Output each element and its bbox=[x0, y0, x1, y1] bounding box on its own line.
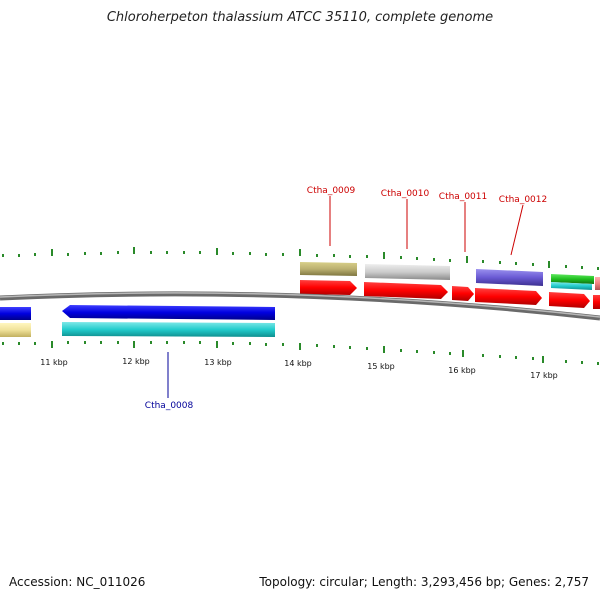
gene-grey[interactable] bbox=[365, 264, 450, 280]
gene-pink[interactable] bbox=[595, 277, 600, 290]
gene-blue-reverse[interactable] bbox=[62, 305, 275, 320]
kbp-label-17: 17 kbp bbox=[530, 371, 558, 380]
gene-label-ctha-0010[interactable]: Ctha_0010 bbox=[381, 189, 430, 199]
kbp-label-11: 11 kbp bbox=[40, 358, 68, 367]
kbp-label-12: 12 kbp bbox=[122, 357, 150, 366]
kbp-label-14: 14 kbp bbox=[284, 359, 312, 368]
genome-summary-text: Topology: circular; Length: 3,293,456 bp… bbox=[259, 575, 589, 589]
gene-blue-left[interactable] bbox=[0, 307, 31, 320]
gene-yellow[interactable] bbox=[0, 323, 31, 337]
gene-ctha-0008[interactable] bbox=[62, 322, 275, 337]
gene-ctha-0010[interactable] bbox=[364, 282, 448, 299]
gene-khaki[interactable] bbox=[300, 262, 357, 276]
gene-label-ctha-0009[interactable]: Ctha_0009 bbox=[307, 186, 356, 196]
kbp-label-13: 13 kbp bbox=[204, 358, 232, 367]
gene-label-ctha-0011[interactable]: Ctha_0011 bbox=[439, 192, 487, 202]
upper-tick-row bbox=[2, 247, 599, 270]
accession-text: Accession: NC_011026 bbox=[9, 575, 146, 589]
gene-label-ctha-0008[interactable]: Ctha_0008 bbox=[145, 401, 194, 411]
kbp-label-16: 16 kbp bbox=[448, 366, 476, 375]
kbp-label-15: 15 kbp bbox=[367, 362, 395, 371]
gene-purple[interactable] bbox=[476, 269, 543, 286]
gene-ctha-0012[interactable] bbox=[475, 288, 542, 305]
gene-ctha-0009[interactable] bbox=[300, 280, 357, 295]
map-title: Chloroherpeton thalassium ATCC 35110, co… bbox=[106, 10, 494, 25]
gene-ctha-0011[interactable] bbox=[452, 286, 474, 301]
gene-leader-lines bbox=[329, 196, 524, 256]
gene-red-right[interactable] bbox=[549, 292, 590, 308]
gene-label-ctha-0012[interactable]: Ctha_0012 bbox=[499, 195, 547, 205]
gene-green[interactable] bbox=[551, 274, 594, 284]
gene-red-edge[interactable] bbox=[593, 295, 600, 309]
gene-teal-small[interactable] bbox=[551, 282, 592, 290]
lower-tick-row bbox=[2, 341, 599, 365]
genome-backbone bbox=[0, 291, 600, 321]
